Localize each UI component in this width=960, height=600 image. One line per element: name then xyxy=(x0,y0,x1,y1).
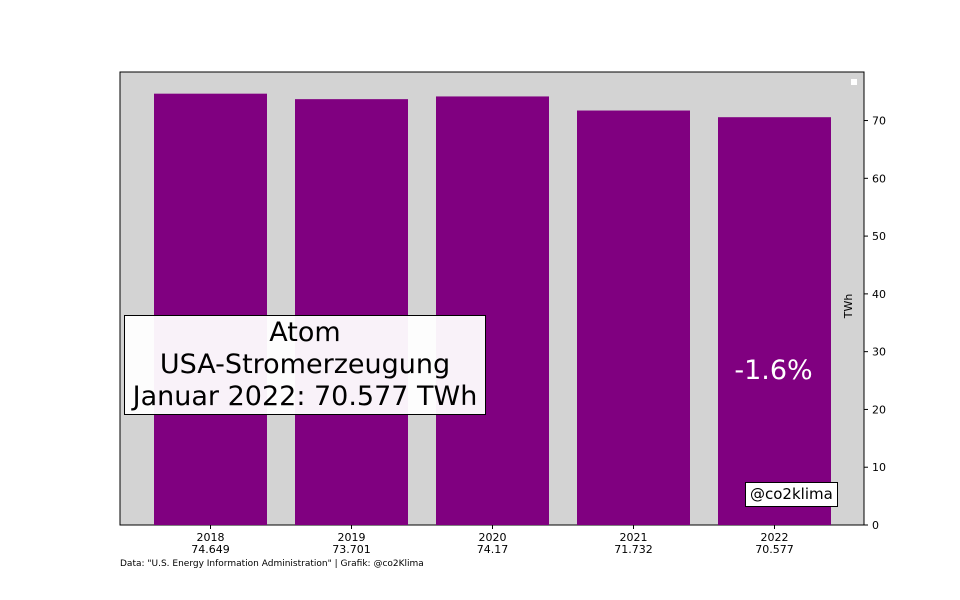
bar-2018 xyxy=(154,93,267,525)
x-tick-label-year: 2018 xyxy=(197,531,225,544)
watermark-handle: @co2klima xyxy=(745,482,838,507)
x-tick-label-value: 73.701 xyxy=(332,543,371,556)
y-tick-label: 0 xyxy=(872,519,879,532)
y-tick-label: 40 xyxy=(872,288,886,301)
x-tick-label-value: 74.17 xyxy=(477,543,509,556)
change-percent-annotation: -1.6% xyxy=(734,355,813,386)
chart-title-line-2: USA-Stromerzeugung xyxy=(159,349,451,380)
bar-2020 xyxy=(436,96,549,526)
y-tick-label: 70 xyxy=(872,115,886,128)
x-tick-label-year: 2019 xyxy=(338,531,366,544)
y-tick-label: 10 xyxy=(872,461,886,474)
bar-2021 xyxy=(577,110,690,526)
y-tick-label: 50 xyxy=(872,230,886,243)
y-tick-label: 20 xyxy=(872,403,886,416)
y-tick-label: 30 xyxy=(872,346,886,359)
x-tick-label-value: 71.732 xyxy=(614,543,653,556)
x-tick-label-value: 70.577 xyxy=(755,543,794,556)
x-tick-label-year: 2022 xyxy=(761,531,789,544)
chart-title-box: Atom USA-Stromerzeugung Januar 2022: 70.… xyxy=(124,315,486,415)
x-tick-label-year: 2021 xyxy=(620,531,648,544)
x-tick-label-value: 74.649 xyxy=(191,543,230,556)
y-axis-label: TWh xyxy=(842,294,855,320)
chart-title-line-1: Atom xyxy=(269,317,341,348)
legend-marker xyxy=(851,79,857,85)
source-note: Data: "U.S. Energy Information Administr… xyxy=(120,559,424,569)
x-tick-label-year: 2020 xyxy=(479,531,507,544)
bar-2022 xyxy=(718,117,831,525)
y-tick-label: 60 xyxy=(872,172,886,185)
chart-title-line-3: Januar 2022: 70.577 TWh xyxy=(132,381,478,412)
bar-2019 xyxy=(295,99,408,525)
